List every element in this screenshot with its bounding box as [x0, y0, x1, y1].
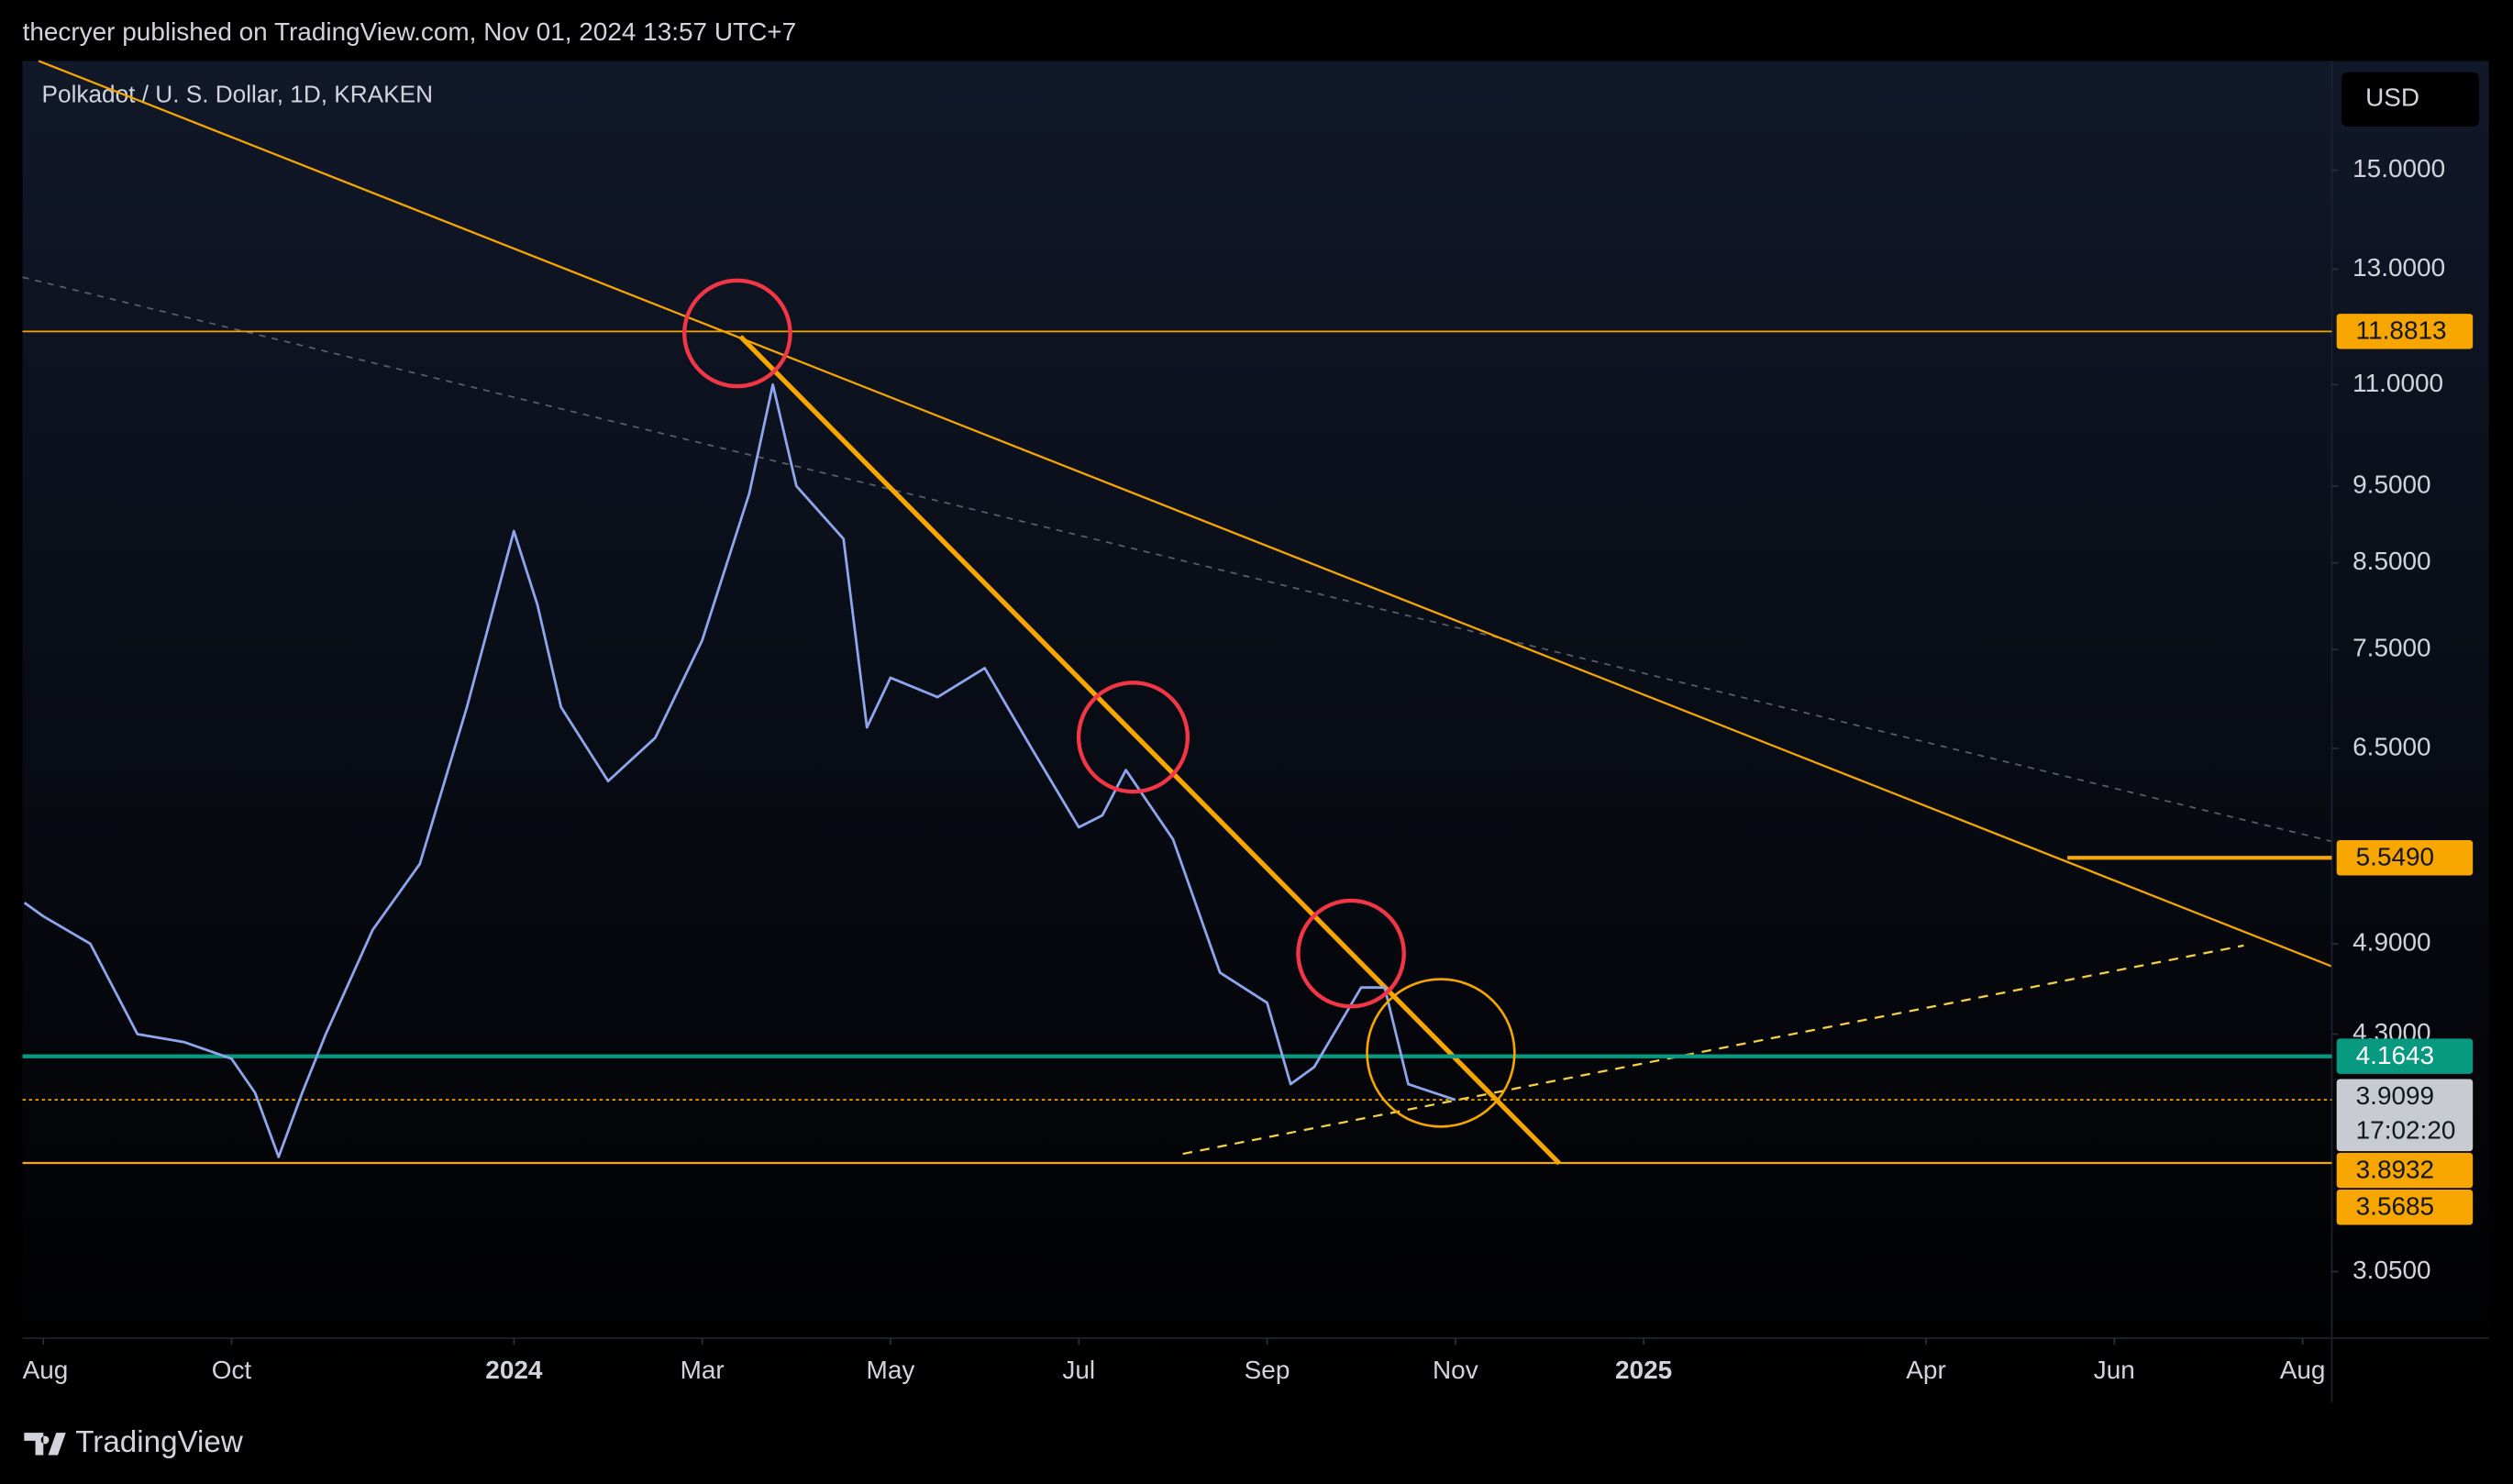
- x-tick-label: 2024: [485, 1356, 543, 1384]
- header-title: thecryer published on TradingView.com, N…: [23, 17, 797, 46]
- y-tick-label: 4.9000: [2352, 927, 2430, 956]
- x-tick-label: Jun: [2094, 1356, 2135, 1384]
- price-label-box: [2336, 314, 2474, 349]
- y-tick-label: 15.0000: [2352, 154, 2445, 183]
- price-label: 5.5490: [2356, 843, 2434, 871]
- price-label-box: [2336, 1152, 2474, 1189]
- y-tick-label: 9.5000: [2352, 470, 2430, 498]
- annotations: [682, 278, 1516, 1128]
- trendline: [38, 60, 2332, 968]
- price-label: 3.5685: [2356, 1192, 2434, 1221]
- currency-button[interactable]: [2341, 72, 2480, 127]
- countdown: 17:02:20: [2356, 1116, 2456, 1145]
- x-tick-label: Nov: [1433, 1356, 1478, 1384]
- x-tick-label: Aug: [23, 1356, 69, 1384]
- x-tick-label: 2025: [1615, 1356, 1672, 1384]
- price-label: 11.8813: [2356, 316, 2447, 345]
- y-tick-label: 3.0500: [2352, 1256, 2430, 1284]
- x-tick-label: Jul: [1062, 1356, 1095, 1384]
- x-tick-label: Mar: [681, 1356, 725, 1384]
- y-tick-label: 6.5000: [2352, 732, 2430, 760]
- price-label-box: [2336, 1038, 2474, 1074]
- currency: USD: [2365, 83, 2419, 112]
- highlight-circle: [1076, 681, 1190, 794]
- plot: 15.0000 13.0000 11.0000 9.5000 8.5000 7.5000 6…: [22, 61, 2489, 1402]
- x-tick-label: May: [867, 1356, 915, 1384]
- x-tick-label: Oct: [212, 1356, 252, 1384]
- highlight-circle: [1366, 978, 1516, 1128]
- price-label: 3.9099: [2356, 1081, 2434, 1110]
- symbol-title: Polkadot / U. S. Dollar, 1D, KRAKEN: [42, 81, 433, 108]
- price-label-box: [2336, 1079, 2474, 1152]
- x-tick-label: Aug: [2280, 1356, 2326, 1384]
- footer-logo: TradingView: [24, 1425, 244, 1459]
- price-line: [23, 382, 1456, 1158]
- drawings: [22, 60, 2332, 1166]
- y-tick-label: 11.0000: [2352, 369, 2443, 397]
- highlight-circle: [682, 278, 792, 389]
- x-tick-label: Apr: [1906, 1356, 1945, 1384]
- price-label-box: [2336, 840, 2474, 876]
- chart-area: [22, 61, 2489, 1402]
- price-label: 3.8932: [2356, 1155, 2434, 1183]
- highlight-circle: [1296, 898, 1406, 1009]
- trendline: [738, 335, 1562, 1166]
- support-trendline: [1182, 944, 2244, 1156]
- brand: TradingView: [75, 1425, 244, 1459]
- y-tick-label: 8.5000: [2352, 547, 2430, 575]
- y-tick-label: 13.0000: [2352, 253, 2445, 282]
- price-label: 4.1643: [2356, 1041, 2434, 1069]
- price-label-box: [2336, 1190, 2474, 1225]
- y-tick-label: 7.5000: [2352, 634, 2430, 662]
- x-tick-label: Sep: [1245, 1356, 1290, 1384]
- logo-icon: [24, 1433, 66, 1456]
